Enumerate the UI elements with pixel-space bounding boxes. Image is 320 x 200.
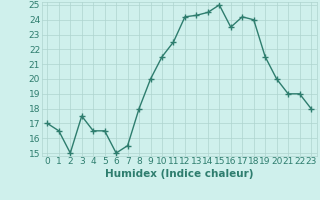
X-axis label: Humidex (Indice chaleur): Humidex (Indice chaleur) — [105, 169, 253, 179]
